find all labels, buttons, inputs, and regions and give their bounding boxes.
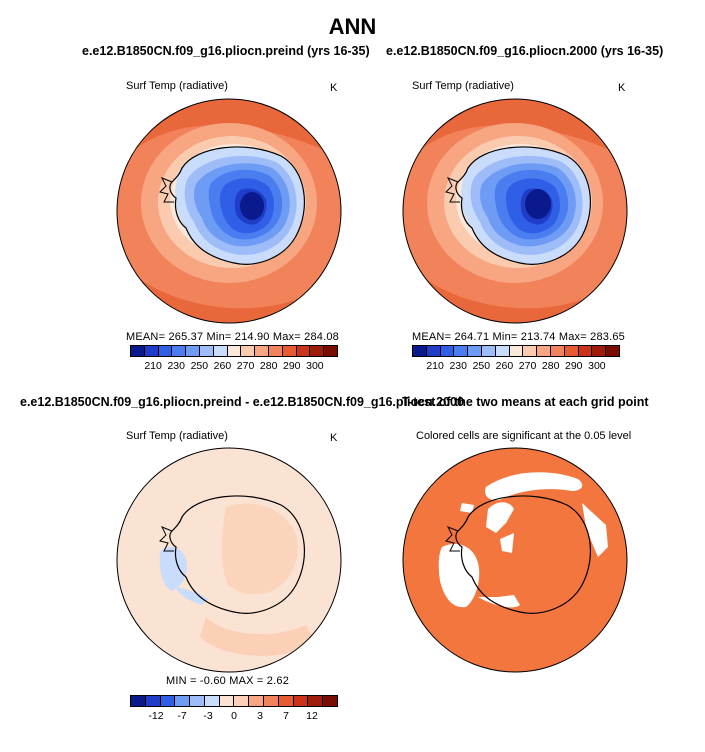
colorbar-swatch: [296, 346, 311, 356]
stats-difference: MIN = -0.60 MAX = 2.62: [166, 675, 290, 687]
colorbar-tick-label: 3: [257, 710, 263, 722]
colorbar-swatch: [509, 346, 524, 356]
variable-label: Surf Temp (radiative): [126, 80, 228, 92]
colorbar-tick-label: 260: [213, 360, 232, 372]
colorbar-2000: [412, 345, 620, 357]
colorbar-swatch: [293, 696, 309, 706]
colorbar-tick-label: 230: [167, 360, 185, 372]
colorbar-swatch: [186, 346, 200, 356]
colorbar-tick-label: 12: [306, 710, 318, 722]
colorbar-labels-2000: 210 230 250 260 270 280 290 300: [412, 360, 620, 374]
case-title-2000: e.e12.B1850CN.f09_g16.pliocn.2000 (yrs 1…: [386, 44, 664, 58]
colorbar-swatch: [219, 696, 235, 706]
colorbar-tick-label: 210: [144, 360, 162, 372]
colorbar-preind: [130, 345, 338, 357]
colorbar-swatch: [227, 346, 242, 356]
colorbar-swatch: [308, 696, 324, 706]
polar-map-significance: [402, 447, 628, 673]
colorbar-swatch: [278, 696, 294, 706]
colorbar-labels-preind: 210 230 250 260 270 280 290 300: [130, 360, 338, 374]
colorbar-swatch: [454, 346, 469, 356]
colorbar-swatch: [550, 346, 565, 356]
colorbar-swatch: [175, 696, 191, 706]
colorbar-tick-label: 290: [565, 360, 583, 372]
case-title-difference: e.e12.B1850CN.f09_g16.pliocn.preind - e.…: [20, 395, 464, 409]
colorbar-swatch: [495, 346, 510, 356]
colorbar-swatch: [440, 346, 455, 356]
colorbar-swatch: [131, 346, 145, 356]
colorbar-tick-label: 280: [259, 360, 278, 372]
polar-map-preind: [116, 98, 342, 324]
variable-label: Surf Temp (radiative): [126, 430, 228, 442]
colorbar-labels-difference: -12 -7 -3 0 3 7 12: [130, 710, 338, 724]
units-label: K: [618, 82, 626, 94]
colorbar-swatch: [264, 696, 279, 706]
stats-2000: MEAN= 264.71 Min= 213.74 Max= 283.65: [412, 331, 625, 343]
colorbar-swatch: [190, 696, 205, 706]
colorbar-tick-label: 270: [518, 360, 537, 372]
colorbar-swatch: [255, 346, 269, 356]
colorbar-swatch: [282, 346, 297, 356]
colorbar-difference: [130, 695, 338, 707]
case-title-preind: e.e12.B1850CN.f09_g16.pliocn.preind (yrs…: [82, 44, 370, 58]
units-label: K: [330, 432, 338, 444]
colorbar-tick-label: 210: [426, 360, 444, 372]
colorbar-swatch: [145, 696, 161, 706]
ttest-subtitle: Colored cells are significant at the 0.0…: [416, 430, 632, 442]
colorbar-swatch: [537, 346, 551, 356]
colorbar-swatch: [131, 696, 146, 706]
colorbar-tick-label: 300: [588, 360, 606, 372]
colorbar-swatch: [324, 346, 337, 356]
units-label: K: [330, 82, 338, 94]
stats-preind: MEAN= 265.37 Min= 214.90 Max= 284.08: [126, 331, 339, 343]
colorbar-tick-label: 290: [283, 360, 301, 372]
colorbar-tick-label: 250: [190, 360, 209, 372]
colorbar-tick-label: 300: [306, 360, 324, 372]
variable-label: Surf Temp (radiative): [412, 80, 514, 92]
colorbar-swatch: [268, 346, 283, 356]
colorbar-swatch: [160, 696, 176, 706]
colorbar-swatch: [592, 346, 607, 356]
colorbar-tick-label: 230: [449, 360, 467, 372]
colorbar-tick-label: 7: [283, 710, 289, 722]
colorbar-swatch: [578, 346, 593, 356]
colorbar-swatch: [241, 346, 256, 356]
colorbar-swatch: [481, 346, 496, 356]
colorbar-swatch: [204, 696, 220, 706]
colorbar-swatch: [199, 346, 214, 356]
colorbar-swatch: [172, 346, 187, 356]
figure-title: ANN: [328, 14, 377, 39]
colorbar-swatch: [249, 696, 265, 706]
colorbar-swatch: [144, 346, 159, 356]
colorbar-swatch: [523, 346, 538, 356]
polar-map-difference: [116, 447, 342, 673]
colorbar-swatch: [468, 346, 482, 356]
colorbar-swatch: [310, 346, 325, 356]
polar-map-2000: [402, 98, 628, 324]
colorbar-tick-label: 250: [472, 360, 491, 372]
colorbar-swatch: [213, 346, 228, 356]
colorbar-swatch: [564, 346, 579, 356]
colorbar-swatch: [323, 696, 337, 706]
colorbar-tick-label: 0: [231, 710, 237, 722]
colorbar-tick-label: 280: [541, 360, 560, 372]
colorbar-tick-label: -7: [177, 710, 187, 722]
colorbar-swatch: [413, 346, 427, 356]
colorbar-tick-label: -3: [203, 710, 213, 722]
colorbar-tick-label: 260: [495, 360, 514, 372]
colorbar-swatch: [234, 696, 250, 706]
ttest-title: T-test of the two means at each grid poi…: [402, 395, 649, 409]
colorbar-swatch: [426, 346, 441, 356]
colorbar-tick-label: 270: [236, 360, 255, 372]
colorbar-swatch: [158, 346, 173, 356]
colorbar-tick-label: -12: [148, 710, 164, 722]
colorbar-swatch: [606, 346, 619, 356]
